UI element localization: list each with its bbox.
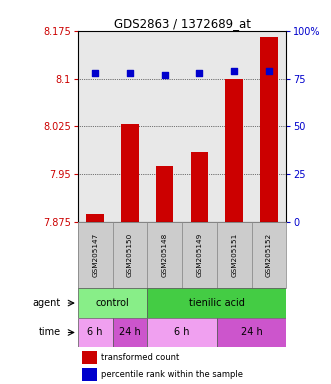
Bar [191,152,208,222]
Text: agent: agent [32,298,60,308]
Text: tienilic acid: tienilic acid [189,298,245,308]
Bar [182,222,217,288]
Text: GSM205150: GSM205150 [127,233,133,277]
Bar [78,318,113,347]
Bar [217,222,252,288]
Point [266,68,271,74]
Text: 24 h: 24 h [241,328,262,338]
Bar [147,318,217,347]
Bar [225,79,243,222]
Text: GSM205147: GSM205147 [92,233,98,277]
Bar [78,222,113,288]
Text: GSM205149: GSM205149 [196,233,203,277]
Text: GSM205148: GSM205148 [162,233,168,277]
Bar [121,124,139,222]
Text: transformed count: transformed count [101,353,179,362]
Bar [147,288,286,318]
Bar [217,318,286,347]
Text: control: control [96,298,129,308]
Bar [113,318,147,347]
Text: 6 h: 6 h [174,328,190,338]
Text: time: time [38,328,60,338]
Point [92,70,98,76]
Text: GSM205151: GSM205151 [231,233,237,277]
Bar [78,288,147,318]
Title: GDS2863 / 1372689_at: GDS2863 / 1372689_at [114,17,251,30]
Text: 24 h: 24 h [119,328,141,338]
Point [231,68,237,74]
Bar [113,222,147,288]
Point [162,72,167,78]
Bar [156,166,173,222]
Bar [147,222,182,288]
Text: GSM205152: GSM205152 [266,233,272,277]
Bar [252,222,286,288]
Text: 6 h: 6 h [87,328,103,338]
Point [197,70,202,76]
Bar [82,368,97,381]
Bar [82,351,97,364]
Bar [86,214,104,222]
Point [127,70,132,76]
Text: percentile rank within the sample: percentile rank within the sample [101,370,243,379]
Bar [260,37,278,222]
